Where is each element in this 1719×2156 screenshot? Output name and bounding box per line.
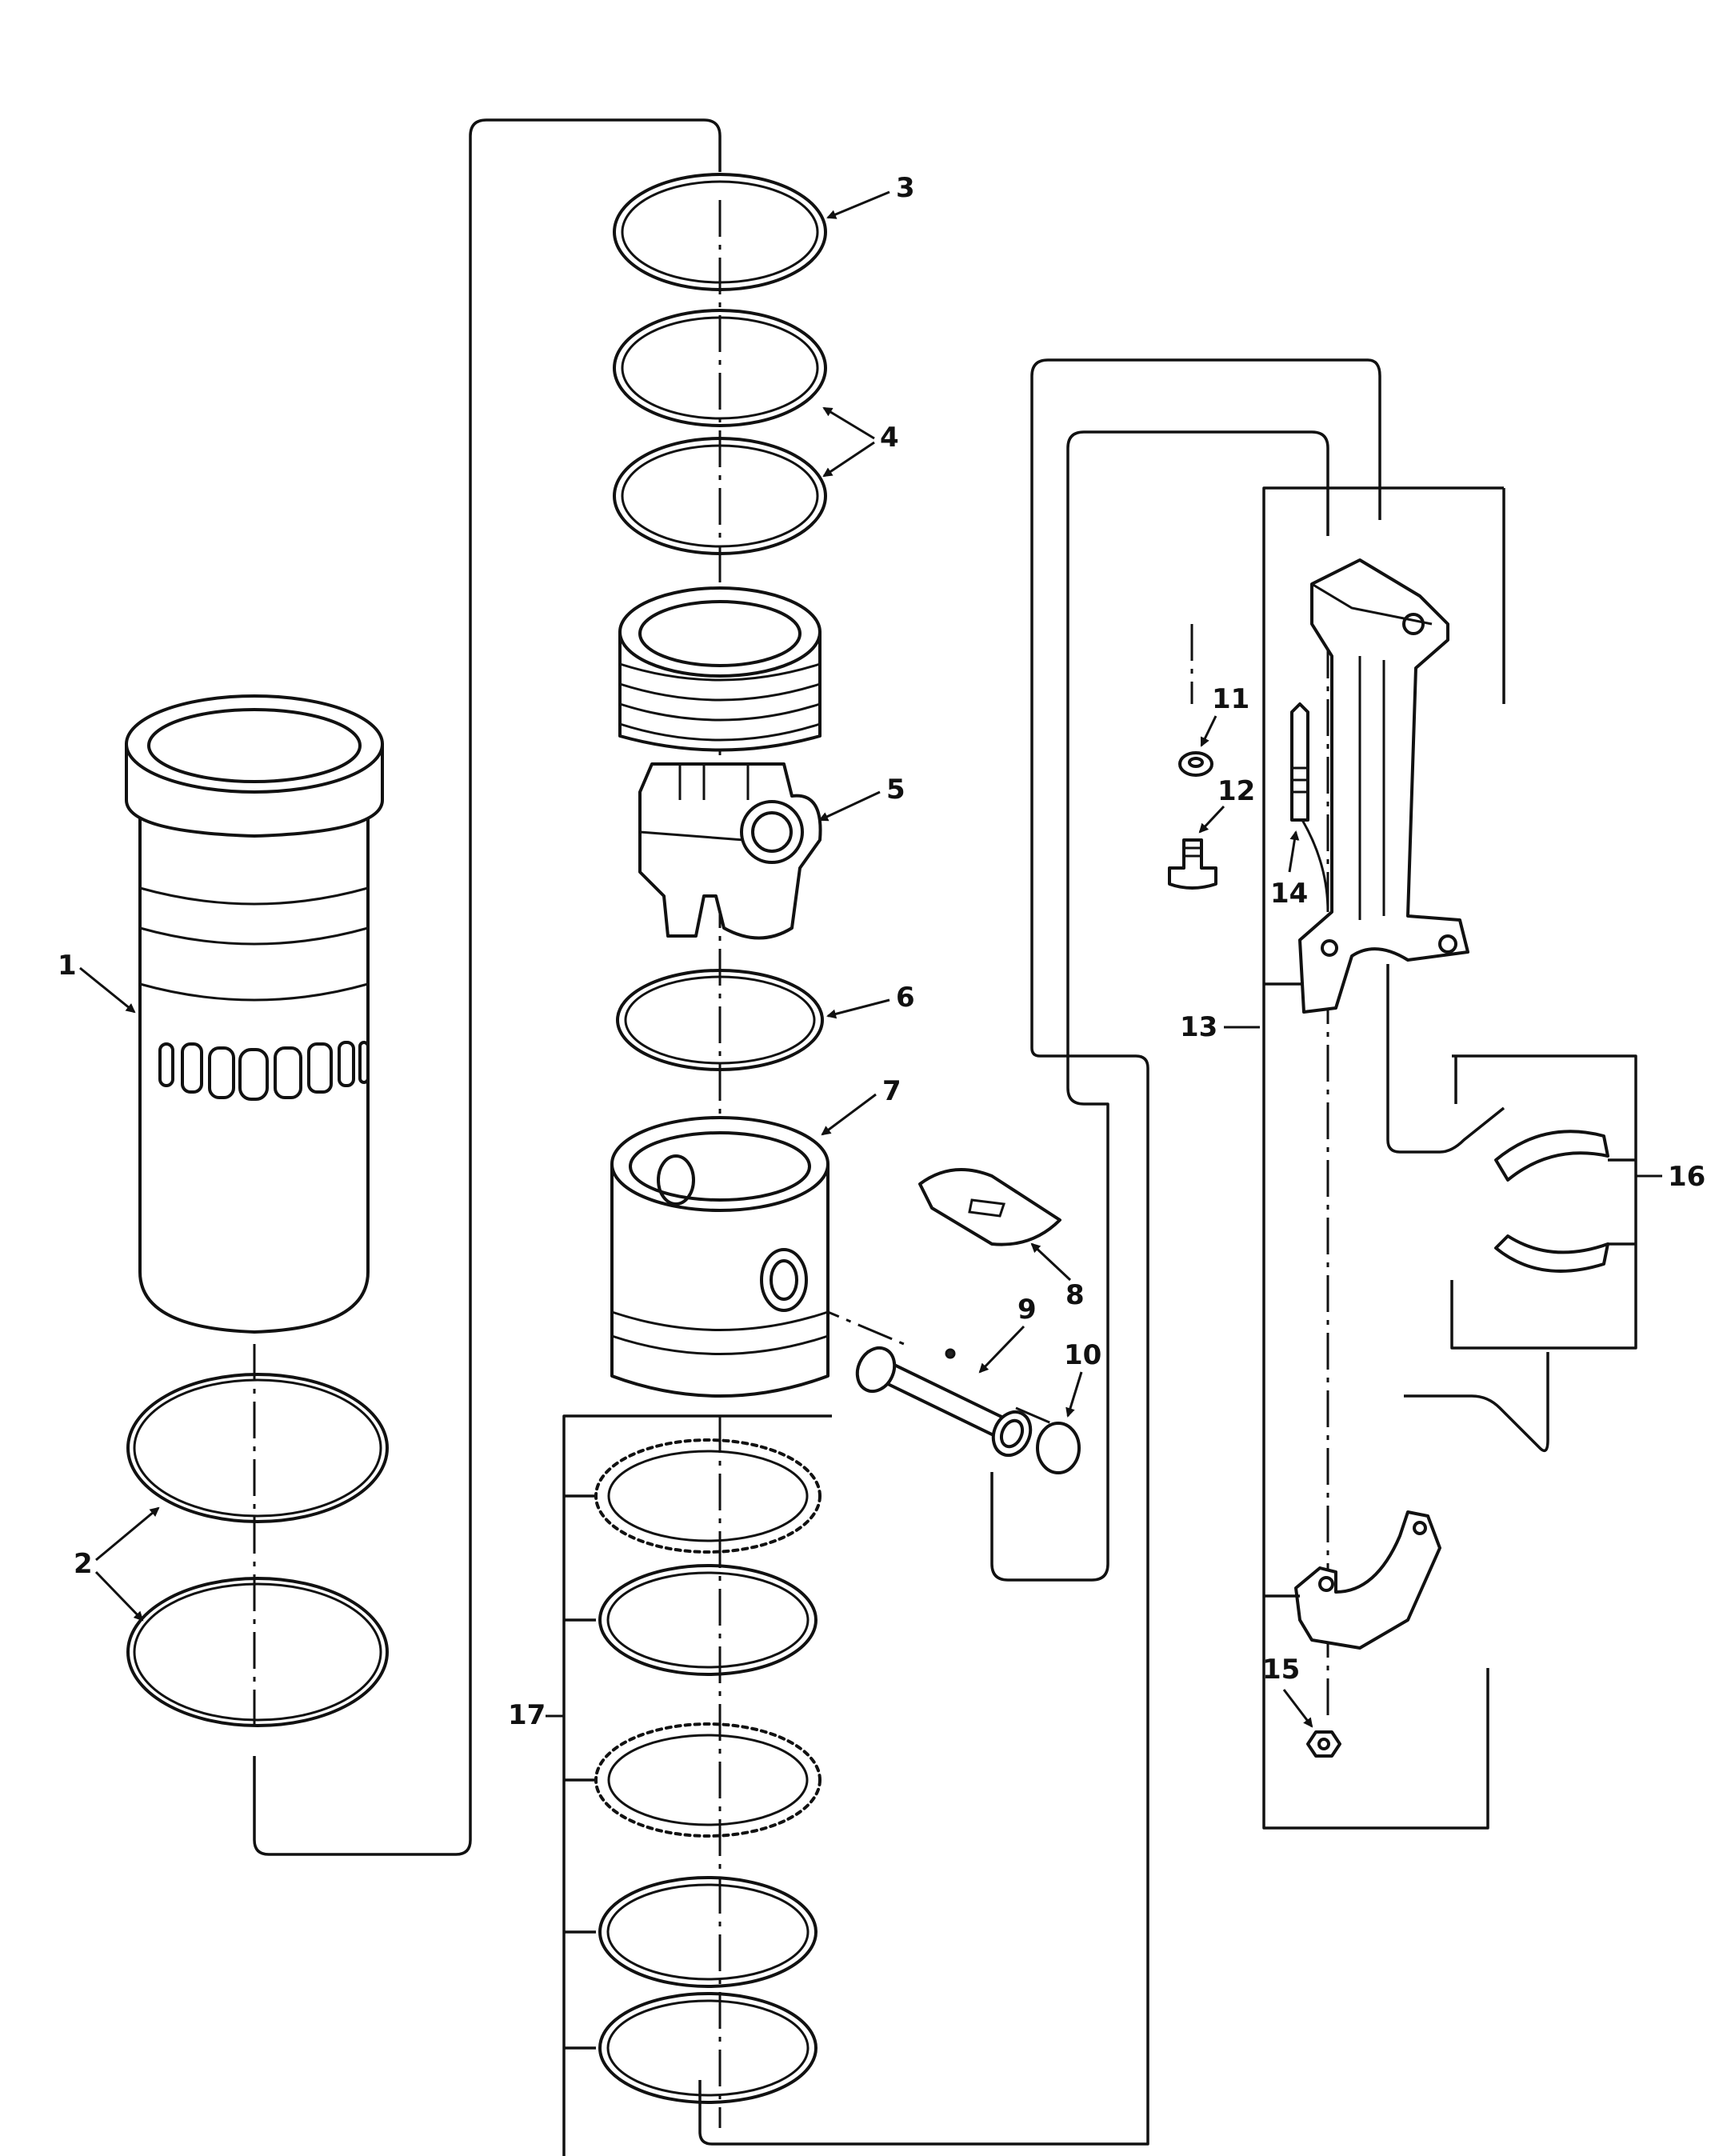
cylinder-liner — [125, 694, 384, 1334]
svg-text:4: 4 — [880, 422, 899, 454]
connecting-rod — [1298, 558, 1469, 1014]
svg-text:12: 12 — [1217, 775, 1255, 807]
svg-text:15: 15 — [1262, 1654, 1300, 1686]
svg-text:14: 14 — [1270, 878, 1308, 910]
guide-line-rod-stem — [698, 1047, 1149, 2146]
callout-2: 2 — [74, 1506, 160, 1622]
assembly-guide-lines — [253, 118, 1549, 2146]
callout-9: 9 — [978, 1294, 1037, 1374]
callout-5: 5 — [818, 774, 905, 822]
callout-6: 6 — [826, 982, 915, 1019]
svg-text:2: 2 — [74, 1548, 93, 1580]
callout-17: 17 — [508, 1699, 564, 1731]
piston-crown — [618, 586, 822, 940]
pin-retainer-clip — [918, 1168, 1061, 1246]
svg-text:9: 9 — [1017, 1294, 1037, 1326]
svg-text:10: 10 — [1064, 1339, 1101, 1371]
svg-text:8: 8 — [1065, 1279, 1085, 1311]
piston-skirt — [610, 1116, 830, 1398]
brackets — [562, 486, 1637, 2156]
liner-seal-rings — [126, 1373, 389, 1727]
bracket-13 — [1262, 486, 1504, 1830]
svg-text:17: 17 — [508, 1699, 546, 1731]
callouts: 1 2 3 4 5 6 7 8 — [58, 172, 1705, 1731]
oil-ring-set — [594, 1438, 822, 2104]
callout-4: 4 — [822, 406, 899, 478]
bracket-16 — [1450, 1054, 1637, 1350]
guide-line-outer-rod — [1030, 358, 1381, 1048]
guide-line-pin-to-rod — [990, 430, 1329, 1582]
svg-text:3: 3 — [896, 172, 915, 204]
callout-11: 11 — [1200, 683, 1249, 747]
callout-15: 15 — [1262, 1654, 1313, 1728]
pin-end-plug — [1036, 1422, 1081, 1474]
washer — [1178, 751, 1213, 777]
callout-10: 10 — [1064, 1339, 1101, 1418]
rod-stud — [1290, 702, 1329, 913]
svg-text:11: 11 — [1212, 683, 1249, 715]
bracket-17 — [562, 1414, 832, 2156]
callout-3: 3 — [826, 172, 915, 219]
callout-12: 12 — [1198, 775, 1255, 834]
svg-text:16: 16 — [1668, 1161, 1705, 1193]
guide-line-liner-to-rings — [253, 118, 722, 1856]
guide-line-bearing-lower — [1404, 1352, 1549, 1453]
callout-8: 8 — [1030, 1242, 1085, 1311]
rod-cap — [1294, 1510, 1441, 1650]
callout-16: 16 — [1636, 1161, 1705, 1193]
piston-seal-ring — [616, 969, 824, 1071]
rod-nut — [1306, 1730, 1341, 1758]
svg-text:6: 6 — [896, 982, 915, 1014]
bearing-shells — [1494, 1130, 1609, 1273]
svg-text:5: 5 — [886, 774, 905, 806]
callout-13: 13 — [1180, 1011, 1260, 1043]
piston-pin — [855, 1346, 1033, 1458]
svg-text:7: 7 — [882, 1075, 901, 1107]
callout-14: 14 — [1270, 830, 1308, 910]
liner-ports — [158, 1041, 370, 1101]
svg-text:13: 13 — [1180, 1011, 1217, 1043]
rod-bolt — [1168, 838, 1217, 890]
guide-line-bearing-upper — [1386, 964, 1505, 1154]
compression-rings-top — [613, 173, 827, 555]
callout-7: 7 — [821, 1075, 901, 1136]
callout-1: 1 — [58, 950, 136, 1014]
svg-text:1: 1 — [58, 950, 77, 982]
